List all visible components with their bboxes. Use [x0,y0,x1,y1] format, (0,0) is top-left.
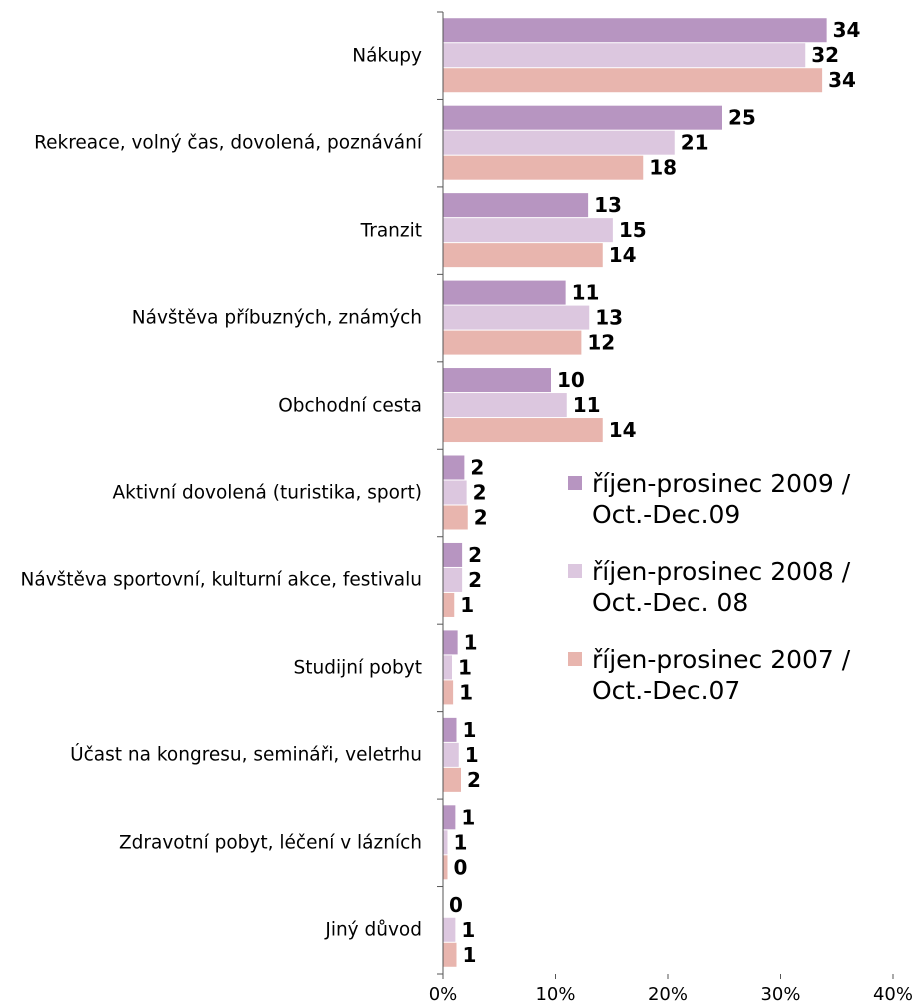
bar [443,855,448,880]
data-label: 2 [468,568,482,592]
data-label: 1 [454,830,468,854]
bar [443,393,567,418]
data-label: 14 [609,418,637,442]
bar [443,68,823,93]
bar [443,43,806,68]
bar [443,592,455,617]
category-label: Jiný důvod [325,919,422,941]
category-label: Rekreace, volný čas, dovolená, poznávání [34,132,422,154]
data-label: 2 [474,506,488,530]
bar [443,717,457,742]
legend-swatch [568,476,582,490]
data-label: 1 [460,593,474,617]
data-label: 13 [594,193,622,217]
bar [443,130,675,155]
legend-label: říjen-prosinec 2009 / Oct.-Dec.09 [592,469,851,529]
category-label: Zdravotní pobyt, léčení v lázních [119,832,422,854]
data-label: 34 [828,68,856,92]
x-tick-label: 10% [535,984,575,1005]
x-tick-label: 40% [873,984,913,1005]
bar [443,742,459,767]
data-label: 1 [464,630,478,654]
bar [443,542,463,567]
bar [443,418,603,443]
category-label: Aktivní dovolená (turistika, sport) [112,482,423,504]
bar [443,368,551,393]
data-label: 1 [465,743,479,767]
data-label: 1 [461,918,475,942]
data-label: 32 [811,43,839,67]
bar [443,942,457,967]
data-label: 2 [467,768,481,792]
data-label: 1 [463,943,477,967]
bar [443,630,458,655]
legend-label: říjen-prosinec 2007 / Oct.-Dec.07 [592,645,851,705]
data-label: 21 [681,131,709,155]
x-tick-label: 30% [760,984,800,1005]
bar [443,805,456,830]
bar [443,680,454,705]
bar [443,243,603,268]
data-label: 25 [728,106,756,130]
category-label: Návštěva příbuzných, známých [131,307,422,329]
data-label: 2 [473,481,487,505]
data-label: 18 [649,156,677,180]
data-label: 1 [461,805,475,829]
bar [443,655,452,680]
legend-item: říjen-prosinec 2008 / Oct.-Dec. 08 [568,556,868,618]
bar [443,193,589,218]
bar [443,480,467,505]
bar [443,330,582,355]
data-label: 0 [454,855,468,879]
data-label: 14 [609,243,637,267]
bar [443,155,644,180]
bar [443,830,448,855]
data-label: 1 [458,655,472,679]
bar [443,567,463,592]
bar [443,505,468,530]
data-label: 2 [470,456,484,480]
category-label: Nákupy [352,45,422,67]
data-label: 1 [459,680,473,704]
bar [443,917,456,942]
category-label: Tranzit [360,220,422,242]
category-label: Studijní pobyt [293,657,423,679]
category-label: Obchodní cesta [278,395,422,417]
bar [443,218,613,243]
legend-label: říjen-prosinec 2008 / Oct.-Dec. 08 [592,557,851,617]
data-label: 15 [619,218,647,242]
data-label: 11 [572,281,600,305]
category-label: Návštěva sportovní, kulturní akce, festi… [20,569,422,591]
x-tick-label: 0% [429,984,458,1005]
legend-item: říjen-prosinec 2007 / Oct.-Dec.07 [568,644,868,706]
data-label: 2 [468,543,482,567]
x-tick-label: 20% [648,984,688,1005]
data-label: 1 [463,718,477,742]
data-label: 0 [449,893,463,917]
legend-swatch [568,652,582,666]
bar [443,18,827,43]
data-label: 11 [573,393,601,417]
bar [443,105,722,130]
bar [443,280,566,305]
data-label: 12 [587,331,615,355]
data-label: 13 [595,306,623,330]
category-label: Účast na kongresu, semináři, veletrhu [70,744,422,766]
data-label: 34 [833,18,861,42]
bar [443,455,465,480]
data-label: 10 [557,368,585,392]
legend-item: říjen-prosinec 2009 / Oct.-Dec.09 [568,468,868,530]
bar [443,767,461,792]
legend-swatch [568,564,582,578]
bar [443,305,590,330]
